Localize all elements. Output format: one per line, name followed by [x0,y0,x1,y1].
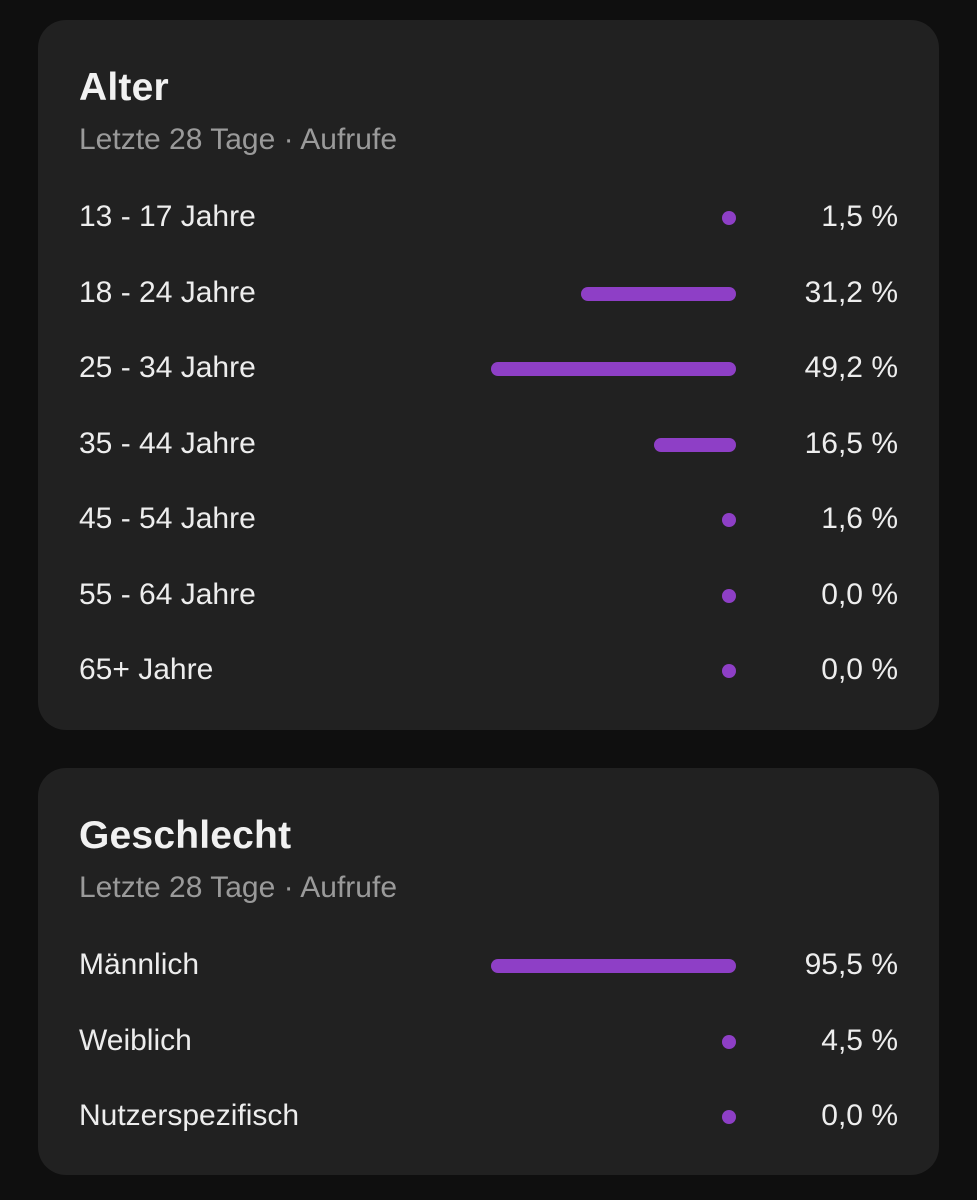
row-label: 25 - 34 Jahre [79,351,256,384]
row-label: Männlich [79,948,200,981]
row-label: 35 - 44 Jahre [79,426,256,460]
table-row: Nutzerspezifisch 0,0 % [38,1097,939,1137]
gender-card-subtitle: Letzte 28 Tage · Aufrufe [79,871,398,904]
share-bar [580,286,736,301]
share-bar [491,362,736,376]
gender-card-title: Geschlecht [79,814,292,857]
table-row: 13 - 17 Jahre 1,5 % [38,198,939,238]
row-value: 0,0 % [821,653,898,686]
table-row: 55 - 64 Jahre 0,0 % [38,576,939,616]
share-bar [722,513,736,527]
share-bar [653,437,736,452]
row-value: 16,5 % [804,426,898,460]
row-value: 95,5 % [804,948,898,981]
age-card: Alter Letzte 28 Tage · Aufrufe 13 - 17 J… [38,20,939,730]
table-row: Männlich 95,5 % [38,946,939,986]
share-bar [491,959,736,973]
row-label: 13 - 17 Jahre [79,200,256,233]
share-bar [722,1110,736,1124]
row-value: 0,0 % [821,1099,898,1132]
age-rows: 13 - 17 Jahre 1,5 % 18 - 24 Jahre 31,2 % 25 … [38,20,939,730]
row-value: 4,5 % [821,1023,898,1057]
table-row: 25 - 34 Jahre 49,2 % [38,349,939,389]
share-bar [722,1034,736,1049]
row-label: 45 - 54 Jahre [79,502,256,535]
row-value: 1,6 % [821,502,898,535]
table-row: Weiblich 4,5 % [38,1022,939,1062]
age-card-title: Alter [79,66,169,109]
table-row: 35 - 44 Jahre 16,5 % [38,425,939,465]
row-value: 0,0 % [821,577,898,611]
gender-card: Geschlecht Letzte 28 Tage · Aufrufe Männ… [38,768,939,1175]
row-label: Nutzerspezifisch [79,1099,300,1132]
row-label: 65+ Jahre [79,653,214,686]
share-bar [722,588,736,603]
row-label: 18 - 24 Jahre [79,275,256,309]
row-value: 49,2 % [804,351,898,384]
row-label: Weiblich [79,1023,192,1057]
gender-rows: Männlich 95,5 % Weiblich 4,5 % Nutzerspezifi… [38,768,939,1175]
table-row: 65+ Jahre 0,0 % [38,651,939,691]
share-bar [722,211,736,225]
row-label: 55 - 64 Jahre [79,577,256,611]
age-card-subtitle: Letzte 28 Tage · Aufrufe [79,123,398,156]
share-bar [722,664,736,678]
table-row: 18 - 24 Jahre 31,2 % [38,274,939,314]
table-row: 45 - 54 Jahre 1,6 % [38,500,939,540]
row-value: 31,2 % [804,275,898,309]
row-value: 1,5 % [821,200,898,233]
